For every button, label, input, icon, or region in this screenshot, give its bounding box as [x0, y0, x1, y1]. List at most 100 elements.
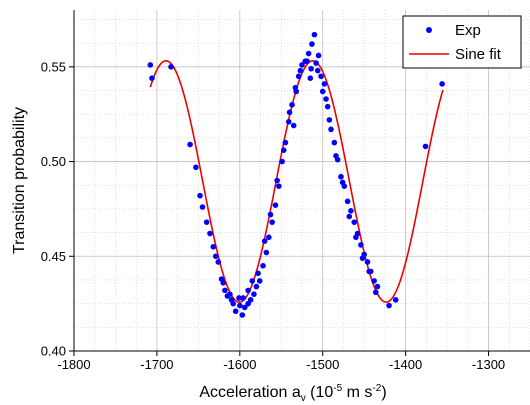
data-point — [324, 103, 331, 110]
data-point — [392, 297, 399, 303]
data-point — [359, 255, 366, 261]
y-tick-label: 0.55 — [41, 59, 66, 74]
data-point — [353, 234, 359, 241]
data-point — [247, 297, 254, 303]
data-point — [323, 96, 329, 102]
data-point — [314, 67, 321, 74]
data-point — [285, 118, 292, 125]
data-point — [371, 278, 377, 284]
y-tick-label: 0.50 — [41, 154, 66, 169]
data-point — [328, 126, 334, 133]
data-point — [241, 304, 248, 311]
data-point — [199, 204, 206, 210]
data-point — [239, 312, 246, 318]
data-point — [227, 291, 233, 297]
data-point — [193, 164, 199, 171]
data-point — [220, 280, 227, 286]
data-point — [289, 101, 295, 108]
data-point — [236, 295, 242, 301]
data-point — [279, 158, 285, 165]
data-point — [261, 238, 268, 244]
x-tick-label: -1300 — [472, 357, 505, 372]
data-point — [374, 283, 381, 290]
data-point — [267, 211, 274, 218]
data-point — [215, 259, 222, 265]
data-point — [237, 302, 243, 309]
data-point — [318, 73, 324, 80]
data-point — [280, 147, 287, 153]
x-tick-label: -1600 — [223, 357, 256, 372]
data-point — [260, 262, 266, 269]
x-tick-label: -1500 — [306, 357, 339, 372]
data-point — [305, 50, 312, 57]
legend: Exp Sine fit — [402, 15, 522, 69]
data-point — [240, 295, 246, 301]
data-point — [346, 213, 353, 220]
data-point — [256, 278, 263, 284]
y-tick-label: 0.40 — [41, 344, 66, 359]
data-point — [255, 270, 261, 277]
data-point — [269, 219, 275, 225]
data-point — [304, 58, 310, 64]
data-point — [197, 192, 203, 199]
data-point — [344, 198, 351, 205]
data-point — [358, 242, 364, 248]
data-point — [351, 219, 358, 225]
data-point — [228, 297, 235, 303]
data-points-layer — [147, 31, 445, 318]
data-point — [313, 60, 319, 66]
data-point — [321, 81, 328, 87]
data-point — [308, 65, 314, 72]
legend-exp-marker — [426, 27, 432, 33]
data-point — [333, 153, 339, 159]
data-point — [147, 62, 154, 68]
x-tick-label: -1400 — [389, 357, 422, 372]
fit-curve-layer — [149, 59, 444, 303]
data-point — [307, 75, 314, 81]
sine-fit-curve — [149, 59, 444, 303]
data-point — [263, 249, 270, 256]
x-tick-label: -1800 — [57, 357, 90, 372]
data-point — [366, 268, 372, 275]
data-point — [232, 308, 239, 315]
y-tick-label: 0.45 — [41, 249, 66, 264]
data-point — [274, 177, 280, 184]
data-point — [331, 139, 338, 146]
data-point — [386, 302, 392, 309]
data-point — [282, 139, 289, 146]
legend-fit-label: Sine fit — [455, 46, 502, 63]
data-point — [149, 75, 155, 81]
data-point — [207, 230, 213, 237]
data-point — [245, 287, 251, 294]
data-point — [251, 291, 257, 297]
data-point — [299, 62, 305, 68]
data-point — [326, 117, 333, 123]
x-tick-label: -1700 — [140, 357, 173, 372]
data-point — [187, 141, 193, 148]
data-point — [338, 173, 344, 180]
data-point — [275, 183, 282, 189]
data-point — [290, 122, 297, 129]
data-point — [339, 179, 346, 186]
data-point — [249, 278, 256, 284]
data-point — [309, 41, 315, 47]
data-point — [315, 52, 322, 59]
legend-exp-label: Exp — [455, 22, 481, 39]
x-axis-label: Acceleration av (10-5 m s-2) — [199, 383, 386, 404]
data-point — [295, 73, 302, 80]
data-point — [266, 234, 272, 241]
data-point — [311, 31, 318, 38]
data-point — [253, 283, 260, 290]
data-point — [168, 64, 174, 70]
legend-box — [402, 15, 522, 69]
data-point — [439, 81, 445, 87]
data-point — [364, 259, 371, 265]
data-point — [372, 289, 379, 296]
data-point — [422, 143, 429, 150]
data-point — [319, 88, 326, 95]
data-point — [293, 88, 300, 95]
y-axis-label: Transition probability — [11, 107, 28, 254]
data-point — [203, 219, 210, 225]
data-point — [286, 109, 293, 116]
